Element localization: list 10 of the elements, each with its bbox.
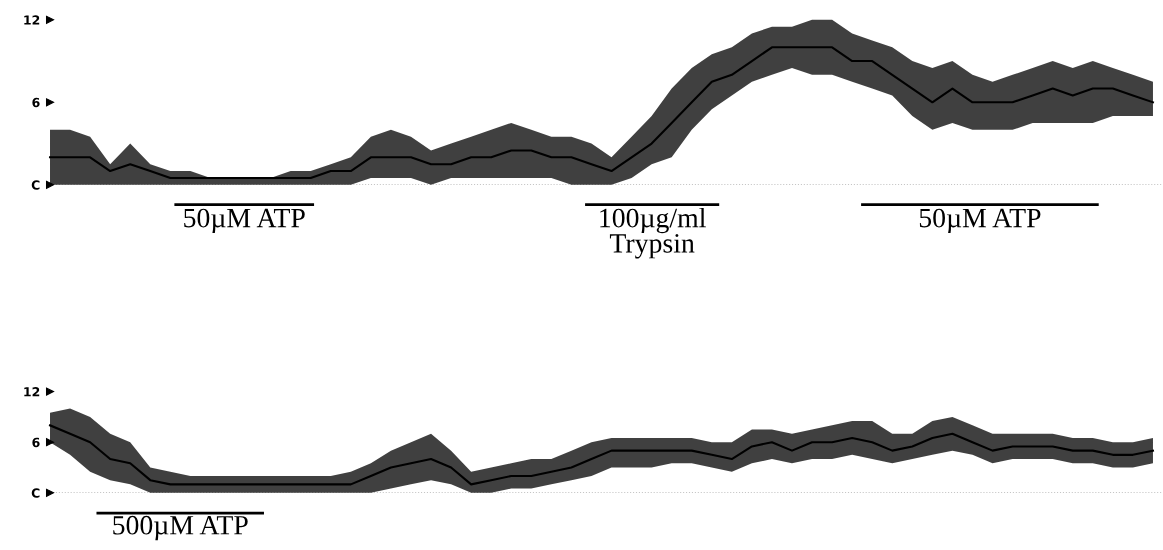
y-tick-label: C bbox=[31, 180, 40, 190]
text: 50µM ATP bbox=[184, 208, 305, 234]
y-tick-label: 12 bbox=[24, 387, 40, 397]
text: 500µM ATP bbox=[113, 515, 248, 541]
text: 100µg/ml Trypsin bbox=[600, 207, 706, 259]
y-tick-label: C bbox=[31, 488, 40, 498]
y-tick-label: 6 bbox=[32, 437, 40, 448]
y-tick-label: 6 bbox=[32, 97, 40, 108]
y-tick-label: 12 bbox=[24, 15, 40, 25]
text: 50µM ATP bbox=[919, 208, 1041, 234]
